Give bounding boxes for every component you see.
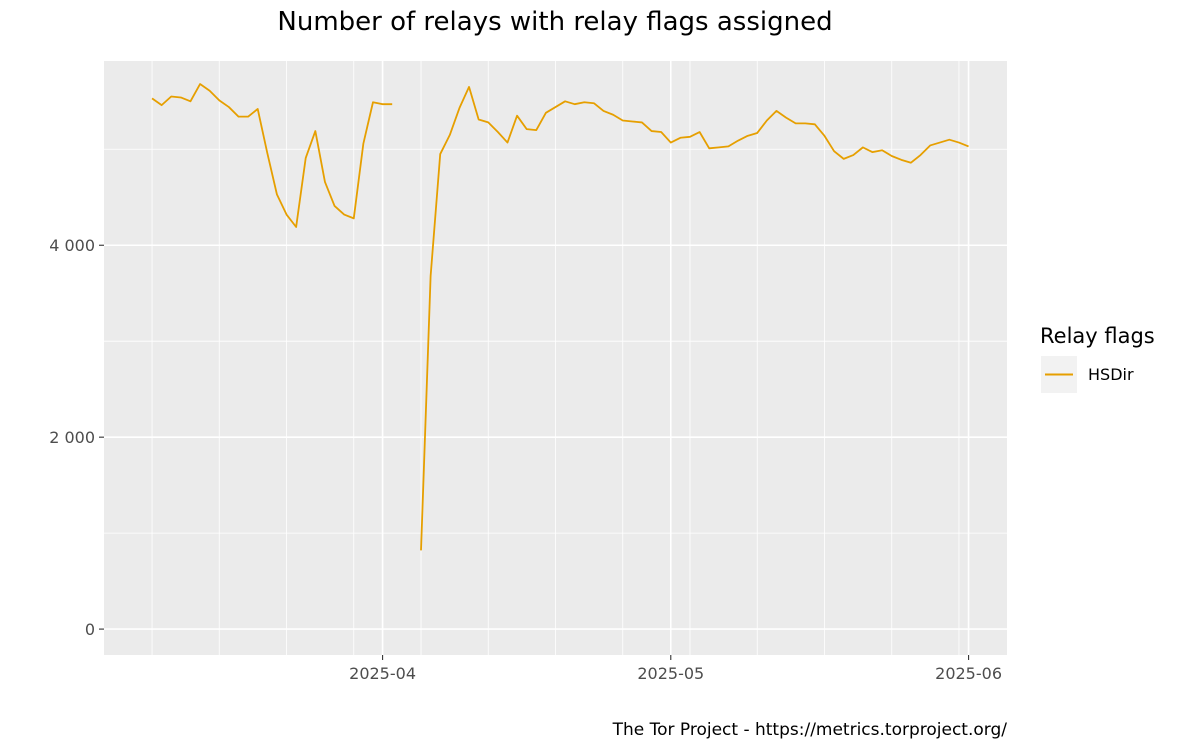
legend: Relay flags HSDir	[1040, 324, 1155, 393]
series-lines	[151, 83, 969, 551]
grid-lines	[104, 61, 1007, 655]
chart-title: Number of relays with relay flags assign…	[277, 7, 832, 37]
legend-title: Relay flags	[1040, 324, 1155, 348]
legend-label-hsdir: HSDir	[1088, 365, 1134, 384]
x-tick-label-2: 2025-06	[935, 664, 1002, 683]
y-tick-label-2: 4 000	[49, 236, 95, 255]
axes: 0 2 000 4 000 2025-04 2025-05 2025-06	[49, 236, 1002, 683]
chart-caption: The Tor Project - https://metrics.torpro…	[612, 720, 1008, 740]
y-tick-label-0: 0	[85, 620, 95, 639]
x-tick-label-0: 2025-04	[349, 664, 416, 683]
x-tick-label-1: 2025-05	[637, 664, 704, 683]
y-tick-label-1: 2 000	[49, 428, 95, 447]
series-line-hsdir-segment-2	[420, 86, 969, 551]
series-line-hsdir-segment-1	[151, 83, 393, 228]
